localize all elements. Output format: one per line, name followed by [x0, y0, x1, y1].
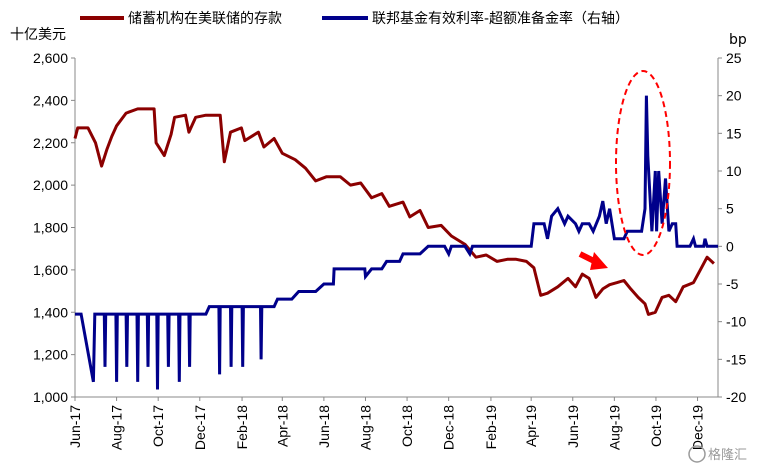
x-tick-label: Apr-18 — [274, 405, 290, 447]
left-axis-unit: 十亿美元 — [10, 27, 66, 43]
left-tick-label: 1,800 — [33, 220, 68, 236]
x-tick-label: Oct-19 — [648, 405, 664, 447]
right-tick-label: -20 — [726, 389, 746, 405]
watermark-text: 格隆汇 — [708, 447, 747, 463]
left-tick-label: 1,400 — [33, 304, 68, 320]
right-tick-label: -5 — [726, 276, 739, 292]
left-tick-label: 2,200 — [33, 135, 68, 151]
left-tick-label: 2,400 — [33, 92, 68, 108]
annotation-arrow — [578, 251, 608, 270]
legend-label-spread: 联邦基金有效利率-超额准备金率（右轴） — [372, 10, 629, 27]
x-tick-label: Oct-17 — [150, 405, 166, 447]
x-tick-label: Apr-19 — [523, 405, 539, 447]
right-tick-label: 10 — [726, 163, 742, 179]
left-tick-label: 2,600 — [33, 50, 68, 66]
left-tick-label: 1,200 — [33, 347, 68, 363]
x-tick-label: Aug-19 — [606, 405, 622, 450]
right-tick-label: 5 — [726, 201, 734, 217]
x-tick-label: Aug-17 — [109, 405, 125, 450]
right-tick-label: -15 — [726, 351, 746, 367]
left-tick-label: 2,000 — [33, 177, 68, 193]
left-tick-label: 1,000 — [33, 389, 68, 405]
right-axis-unit: bp — [729, 32, 747, 48]
right-axis-ticks: -20 -15 -10 -5 0 5 10 15 20 25 — [718, 50, 746, 405]
x-tick-label: Dec-19 — [690, 405, 706, 450]
right-tick-label: 25 — [726, 50, 742, 66]
series-line-deposits — [73, 107, 715, 316]
series-line-ff-ioer-spread — [75, 95, 718, 390]
left-tick-label: 1,600 — [33, 262, 68, 278]
right-tick-label: -10 — [726, 314, 746, 330]
watermark-logo-icon — [688, 445, 706, 463]
right-tick-label: 20 — [726, 88, 742, 104]
x-tick-label: Dec-17 — [192, 405, 208, 450]
left-axis-ticks: 1,000 1,200 1,400 1,600 1,800 2,000 2,200 2,400… — [33, 50, 75, 405]
x-tick-label: Feb-19 — [483, 405, 499, 450]
x-tick-label: Feb-18 — [234, 405, 250, 450]
x-tick-label: Oct-18 — [399, 405, 415, 447]
legend: 储蓄机构在美联储的存款 联邦基金有效利率-超额准备金率（右轴） — [80, 10, 629, 27]
x-axis-ticks: Jun-17 Aug-17 Oct-17 Dec-17 Feb-18 Apr-18 Jun-… — [67, 397, 706, 450]
legend-label-deposits: 储蓄机构在美联储的存款 — [128, 11, 282, 27]
right-tick-label: 15 — [726, 125, 742, 141]
x-tick-label: Jun-19 — [565, 405, 581, 448]
x-tick-label: Jun-18 — [316, 405, 332, 448]
right-tick-label: 0 — [726, 238, 734, 254]
watermark: 格隆汇 — [688, 445, 747, 463]
annotation-dashed-ellipse — [615, 70, 671, 256]
x-tick-label: Aug-18 — [357, 405, 373, 450]
x-tick-label: Dec-18 — [441, 405, 457, 450]
x-tick-label: Jun-17 — [67, 405, 83, 448]
